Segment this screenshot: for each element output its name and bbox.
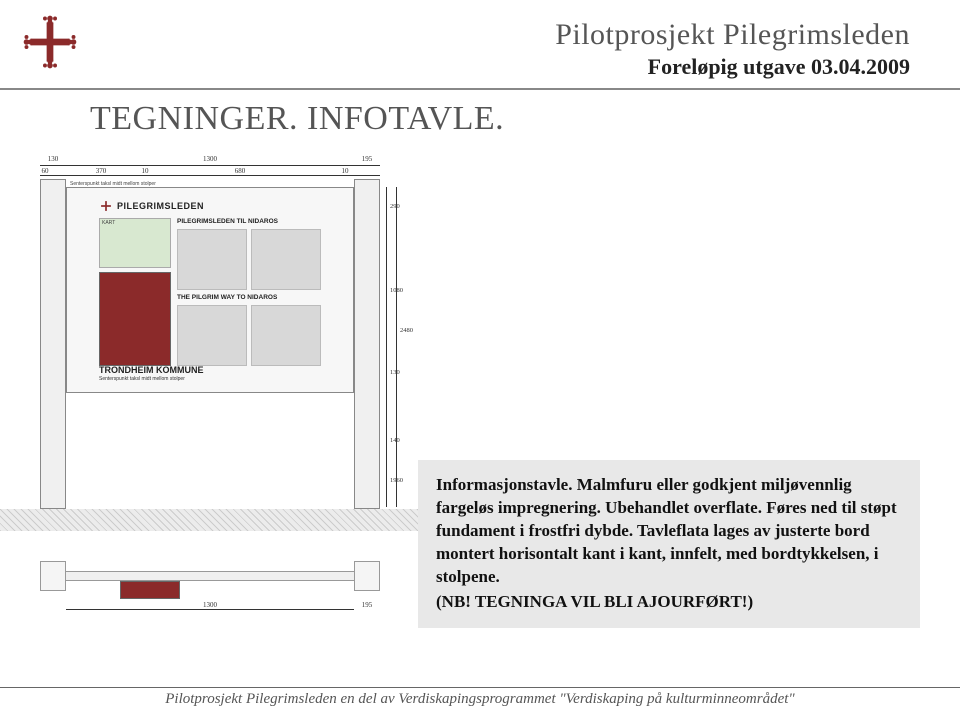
board-logo-icon — [99, 199, 113, 213]
plan-dimension-row: 1300 195 — [40, 603, 380, 615]
caption-text: Informasjonstavle. Malmfuru eller godkje… — [436, 474, 902, 589]
board-right-column: PILEGRIMSLEDEN TIL NIDAROS THE PILGRIM W… — [177, 218, 321, 366]
footer-rule — [0, 687, 960, 688]
dim-label: 60 — [40, 167, 50, 175]
map-box: KART — [99, 218, 171, 268]
board-header: PILEGRIMSLEDEN — [99, 198, 321, 214]
board-left-column: KART — [99, 218, 171, 366]
top-dimension-row: 130 1300 195 60 370 10 680 10 — [40, 155, 420, 177]
dim-label: 680 — [150, 167, 330, 175]
plan-left-post — [40, 561, 66, 591]
footer-text: Pilotprosjekt Pilegrimsleden en del av V… — [0, 691, 960, 708]
dim-label: 1300 — [66, 601, 354, 609]
dim-label: 1300 — [66, 155, 354, 163]
header-subtitle: Foreløpig utgave 03.04.2009 — [40, 54, 910, 80]
board-title: PILEGRIMSLEDEN — [117, 201, 204, 211]
cross-logo-icon — [22, 14, 78, 70]
board-municipality: TRONDHEIM KOMMUNE — [99, 365, 321, 375]
header-title: Pilotprosjekt Pilegrimsleden — [40, 18, 910, 52]
left-post — [40, 179, 66, 509]
header-bar: Pilotprosjekt Pilegrimsleden Foreløpig u… — [0, 0, 960, 90]
info-board-elevation: PILEGRIMSLEDEN KART PILEGRIMSLEDEN TIL N… — [40, 183, 380, 403]
board-footer: TRONDHEIM KOMMUNE Senterspunkt taksl mid… — [99, 365, 321, 382]
plan-red-block — [120, 581, 180, 599]
board-footer-note: Senterspunkt taksl midt mellom stolper — [99, 376, 321, 382]
text-panel — [177, 305, 247, 366]
dim-label: 130 — [40, 155, 66, 163]
text-panel — [177, 229, 247, 290]
text-panel — [251, 305, 321, 366]
caption-box: Informasjonstavle. Malmfuru eller godkje… — [418, 460, 920, 628]
red-panel — [99, 272, 171, 366]
dim-label: 140 — [390, 437, 400, 444]
right-dimension-column: 290 1080 130 2480 140 1960 — [382, 187, 408, 507]
page-title: TEGNINGER. INFOTAVLE. — [90, 100, 960, 138]
plan-view-drawing: 1300 195 — [40, 555, 380, 615]
dim-label: 195 — [354, 155, 380, 163]
text-panel — [251, 229, 321, 290]
dim-label: 10 — [340, 167, 350, 175]
caption-note: (NB! TEGNINGA VIL BLI AJOURFØRT!) — [436, 591, 902, 614]
board-body: KART PILEGRIMSLEDEN TIL NIDAROS THE PILG… — [99, 218, 321, 366]
board-panel: PILEGRIMSLEDEN KART PILEGRIMSLEDEN TIL N… — [66, 187, 354, 393]
dim-label: 290 — [390, 203, 400, 210]
dim-label: 10 — [140, 167, 150, 175]
board-text-title-2: THE PILGRIM WAY TO NIDAROS — [177, 294, 321, 301]
dim-label: 195 — [354, 601, 380, 609]
right-post — [354, 179, 380, 509]
plan-board-bar — [40, 571, 380, 581]
board-text-title-1: PILEGRIMSLEDEN TIL NIDAROS — [177, 218, 321, 225]
plan-right-post — [354, 561, 380, 591]
dim-label: 130 — [390, 369, 400, 376]
dim-label: 1960 — [390, 477, 403, 484]
dim-label: 2480 — [400, 327, 413, 334]
elevation-drawing: 130 1300 195 60 370 10 680 10 Senterspun… — [40, 155, 420, 615]
header-text-block: Pilotprosjekt Pilegrimsleden Foreløpig u… — [40, 18, 920, 80]
ground-hatch — [0, 509, 430, 531]
dim-label: 370 — [66, 167, 136, 175]
